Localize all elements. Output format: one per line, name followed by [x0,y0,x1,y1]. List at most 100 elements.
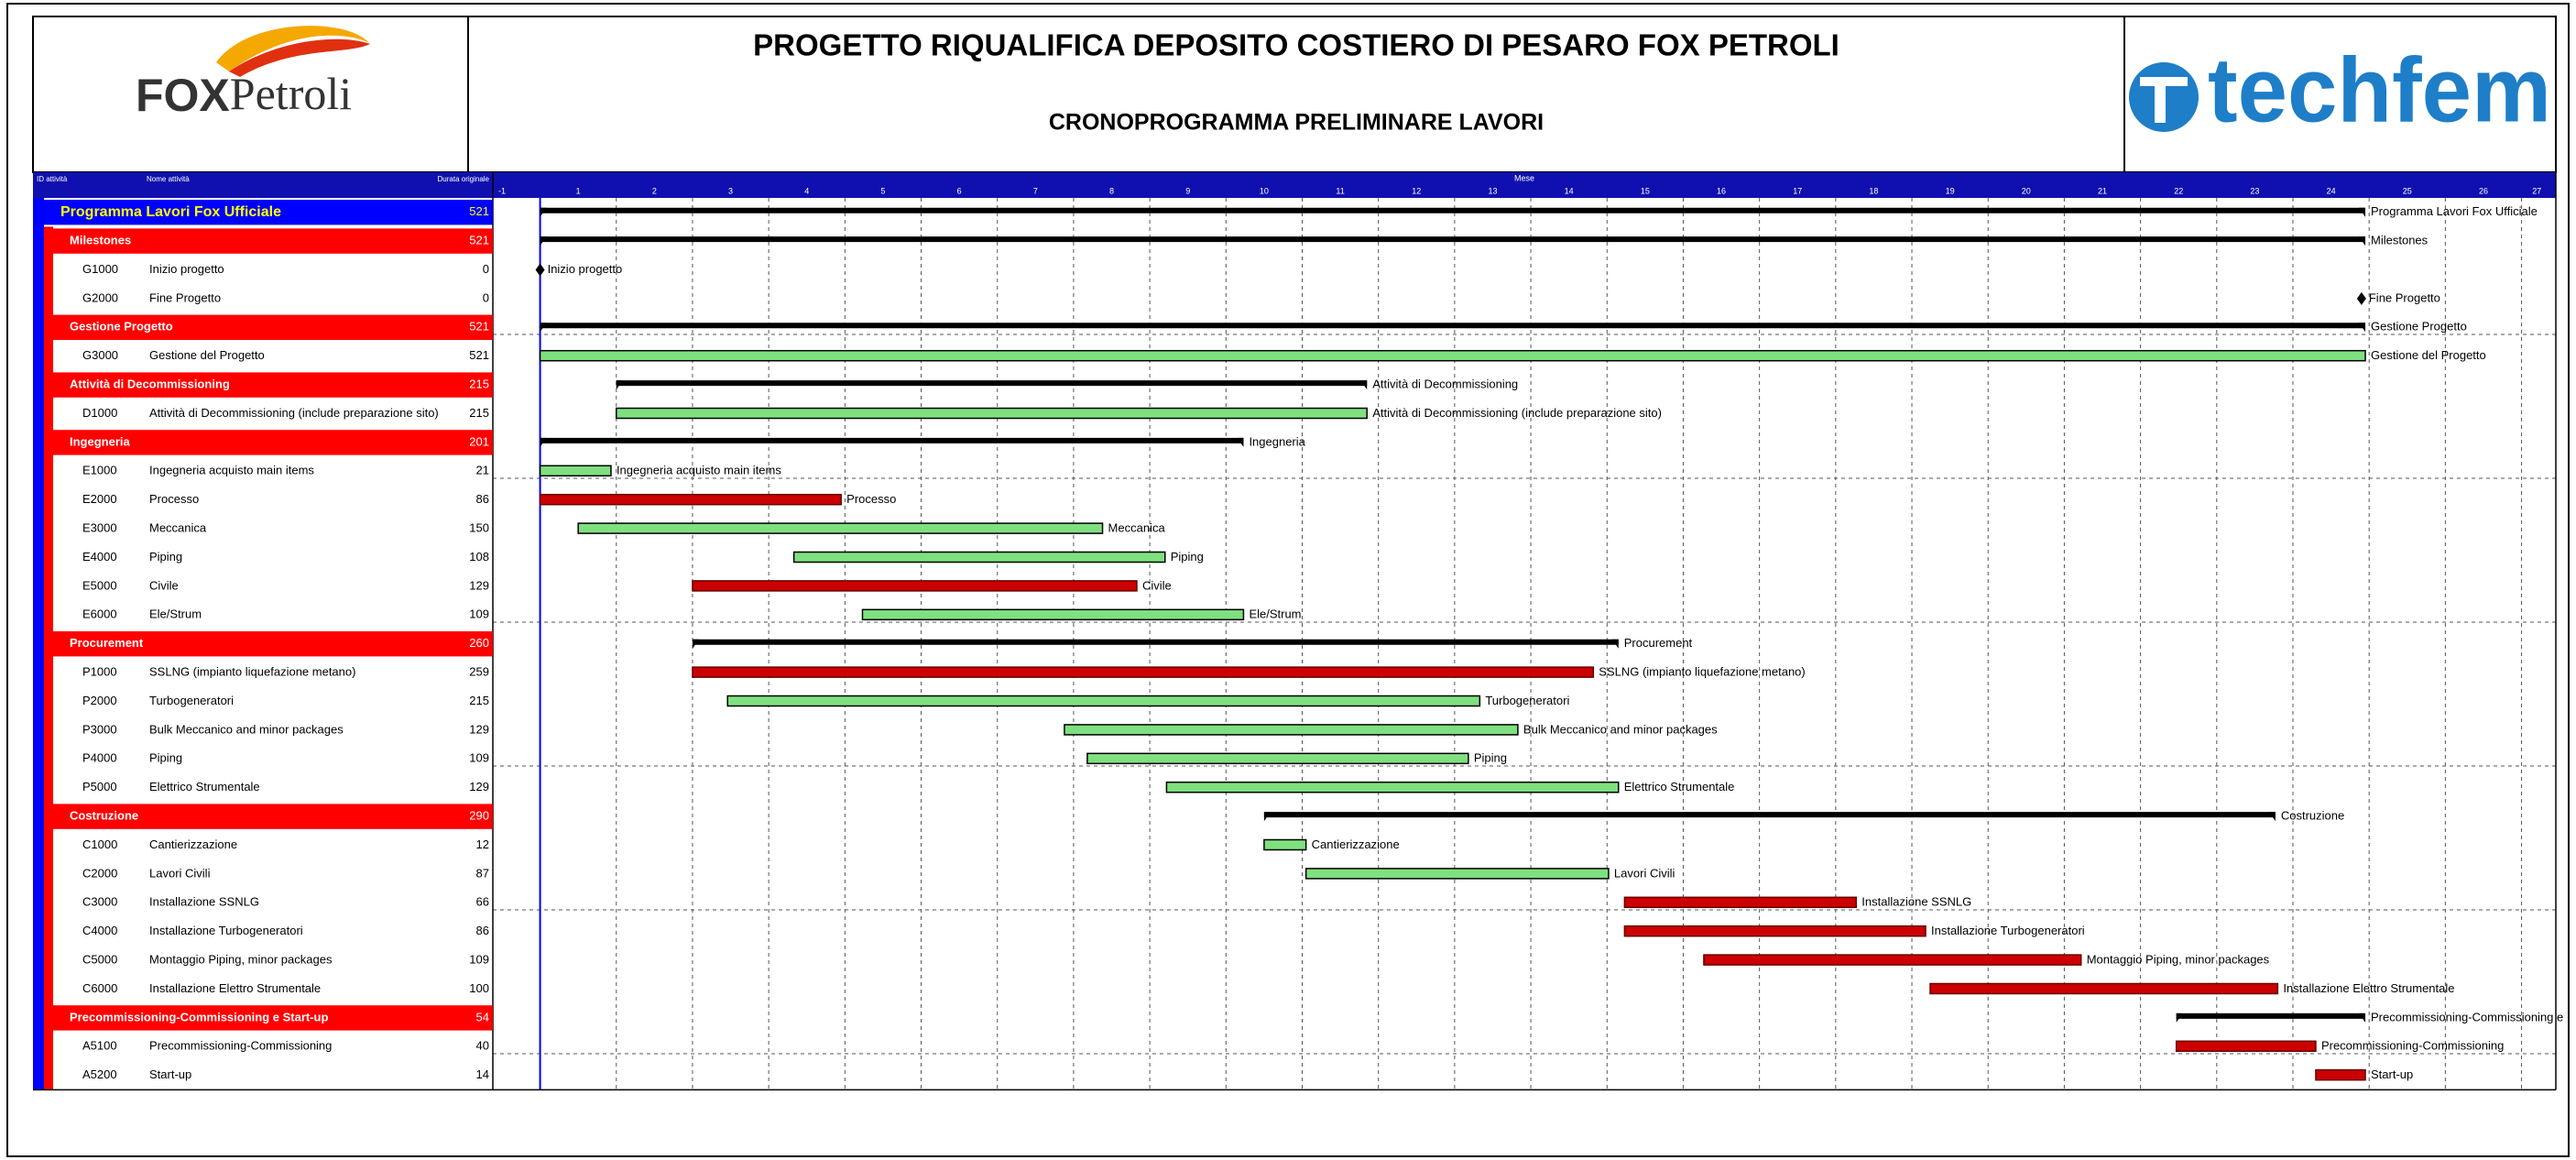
x-tick-label: 8 [1109,186,1114,195]
activity-duration: 108 [469,550,489,564]
activity-id: E1000 [82,464,117,477]
activity-duration: 259 [469,665,489,679]
x-tick-label: 9 [1185,186,1190,195]
activity-duration: 215 [469,406,489,420]
activity-name: Costruzione [70,809,138,823]
activity-id: E6000 [82,607,117,621]
task-bar [1086,752,1469,765]
critical-bar [1623,925,1927,937]
bar-label: Lavori Civili [1614,866,1675,880]
logo-rest: Petroli [230,68,352,119]
activity-name: Bulk Meccanico and minor packages [149,722,344,736]
x-tick-label: 22 [2174,186,2183,195]
x-tick-label: 17 [1793,186,1802,195]
bar-label: Bulk Meccanico and minor packages [1523,722,1718,736]
activity-name: Meccanica [149,521,207,535]
x-tick-label: 27 [2532,186,2541,195]
logo-text: FOXPetroli [136,68,352,121]
bar-label: Elettrico Strumentale [1624,780,1735,793]
x-tick-label: 15 [1641,186,1650,195]
column-header: Nome attività [147,175,190,183]
logo-text: techfem [2208,38,2551,141]
summary-cap [2359,207,2366,217]
activity-duration: 109 [469,607,489,621]
task-bar [539,465,612,477]
task-bar [1304,868,1610,880]
x-axis-label: Mese [1514,173,1534,182]
bar-label: Attività di Decommissioning (include pre… [1372,406,1662,420]
activity-duration: 215 [469,378,489,391]
activity-duration: 521 [469,348,489,362]
activity-name: Piping [149,751,182,765]
bar-label: Montaggio Piping, minor packages [2087,953,2270,967]
activity-name: Precommissioning-Commissioning e Start-u… [70,1010,328,1023]
logo-swoosh [229,38,370,77]
x-tick-label: 13 [1488,186,1497,195]
activity-name: Processo [149,492,199,506]
activity-id: P3000 [82,722,117,736]
group-row [53,1005,493,1031]
activity-id: C5000 [82,953,117,967]
activity-name: Precommissioning-Commissioning [149,1039,332,1053]
x-tick-label: 5 [880,186,885,195]
group-row [53,430,493,455]
bar-label: Cantierizzazione [1312,837,1400,851]
bar-label: Processo [846,492,896,506]
milestone [535,263,545,277]
bar-label: Programma Lavori Fox Ufficiale [2371,204,2538,218]
activity-name: Gestione del Progetto [149,348,265,362]
activity-name: SSLNG (impianto liquefazione metano) [149,665,355,679]
activity-id: G2000 [82,290,118,304]
bar-label: Procurement [1624,636,1693,650]
activity-duration: 86 [476,924,489,937]
summary-cap [616,380,623,390]
subtitle: CRONOPROGRAMMA PRELIMINARE LAVORI [1049,110,1544,136]
activity-duration: 100 [469,981,489,995]
x-tick-label: 18 [1869,186,1878,195]
activity-duration: 109 [469,953,489,967]
x-tick-label: 25 [2403,186,2412,195]
activity-name: Piping [149,550,182,564]
activity-duration: 129 [469,780,489,793]
x-tick-label: 23 [2250,186,2259,195]
summary-cap [540,207,547,217]
activity-id: G3000 [82,348,118,362]
activity-duration: 87 [476,866,489,880]
activity-duration: 215 [469,694,489,707]
summary-cap [2359,1012,2366,1023]
activity-duration: 66 [476,895,489,909]
summary-cap [1237,437,1244,447]
activity-name: Attività di Decommissioning [70,378,230,391]
activity-name: Installazione Elettro Strumentale [149,981,321,995]
activity-name: Milestones [70,234,131,247]
summary-cap [1611,639,1619,649]
activity-name: Elettrico Strumentale [149,780,260,793]
critical-bar [539,493,842,506]
summary-cap [540,323,547,333]
x-tick-label: 11 [1336,186,1344,195]
bar-label: Turbogeneratori [1485,694,1569,707]
activity-name: Gestione Progetto [70,320,173,334]
outline-strip [44,226,53,1090]
activity-name: Installazione SSNLG [149,895,259,909]
timeline-header [33,172,2556,198]
summary-cap [540,437,547,447]
activity-name: Civile [149,578,179,592]
column-header: Durata originale [438,175,490,183]
task-bar [577,522,1104,534]
critical-bar [692,580,1138,592]
activity-duration: 521 [469,320,489,334]
bar-label: Piping [1171,550,1204,564]
task-bar [1165,781,1620,793]
task-bar [616,407,1368,420]
x-tick-label: 1 [576,186,581,195]
activity-name: Montaggio Piping, minor packages [149,953,333,967]
group-row [53,372,493,398]
x-tick-label: 20 [2022,186,2031,195]
activity-id: G1000 [82,262,118,276]
logo-icon-bar [2155,86,2166,123]
task-bar [1263,838,1307,851]
summary-cap [540,236,547,246]
bar-label: Start-up [2371,1067,2413,1081]
